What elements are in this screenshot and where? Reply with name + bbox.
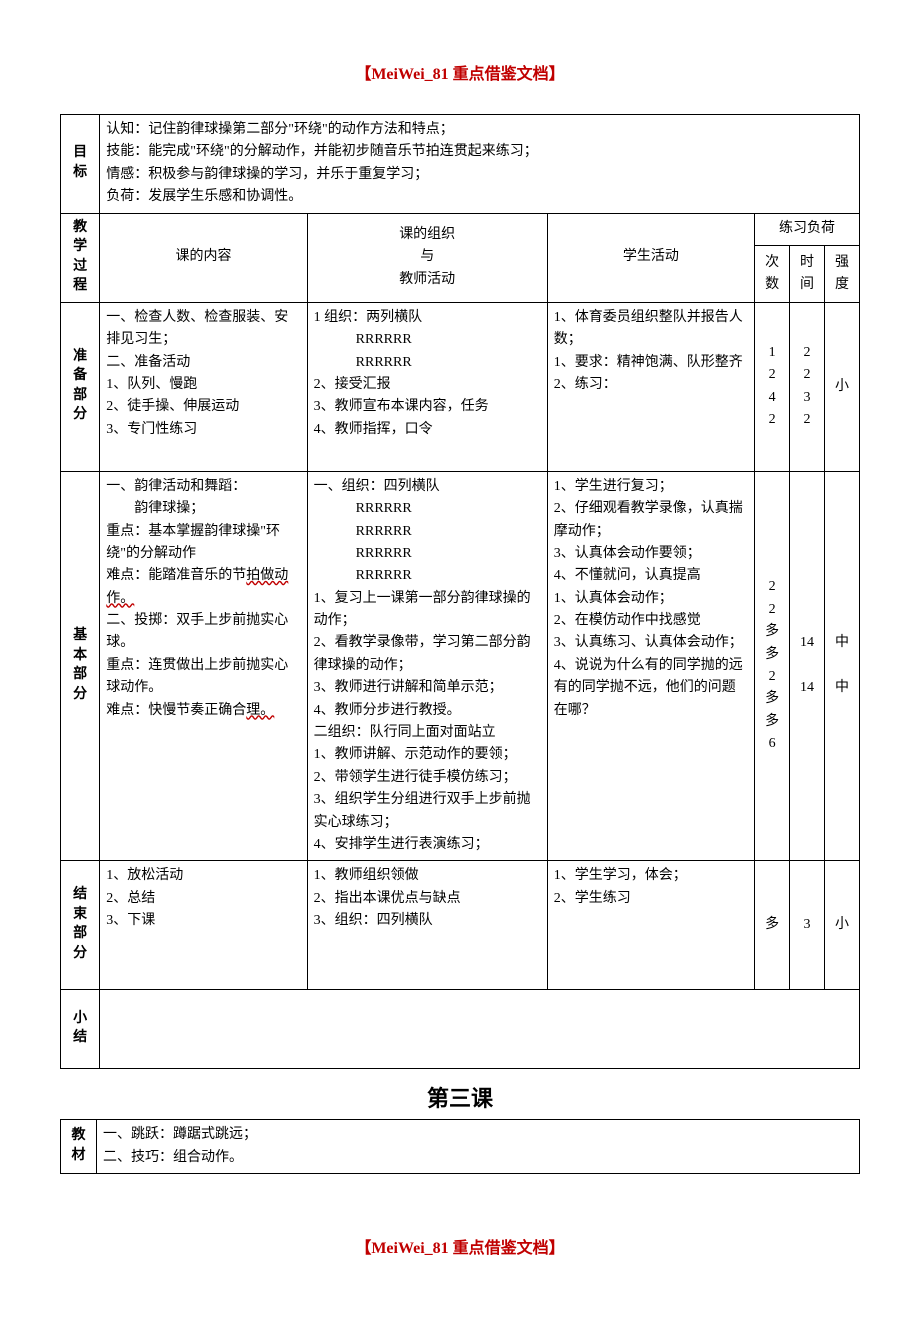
goals-row: 目标 认知：记住韵律球操第二部分"环绕"的动作方法和特点； 技能：能完成"环绕"… — [61, 115, 860, 214]
material-text: 一、跳跃：蹲踞式跳远； 二、技巧：组合动作。 — [97, 1120, 860, 1174]
summary-label: 小结 — [61, 990, 100, 1069]
col-times-header: 次数 — [755, 246, 790, 302]
end-org: 1、教师组织领做 2、指出本课优点与缺点 3、组织：四列横队 — [307, 861, 547, 990]
end-row: 结束部分 1、放松活动 2、总结 3、下课 1、教师组织领做 2、指出本课优点与… — [61, 861, 860, 990]
goals-text: 认知：记住韵律球操第二部分"环绕"的动作方法和特点； 技能：能完成"环绕"的分解… — [100, 115, 860, 214]
prep-content: 一、检查人数、检查服装、安排见习生； 二、准备活动 1、队列、慢跑 2、徒手操、… — [100, 302, 307, 471]
col-student-header: 学生活动 — [547, 213, 754, 302]
page-footer: 【MeiWei_81 重点借鉴文档】 — [60, 1234, 860, 1258]
basic-times: 2 2 多 多 2 多 多 6 — [755, 471, 790, 861]
lesson-plan-table: 目标 认知：记住韵律球操第二部分"环绕"的动作方法和特点； 技能：能完成"环绕"… — [60, 114, 860, 1069]
col-load-header: 练习负荷 — [755, 213, 860, 246]
basic-org: 一、组织：四列横队 RRRRRR RRRRRR RRRRRR RRRRRR 1、… — [307, 471, 547, 861]
prep-time: 2 2 3 2 — [790, 302, 825, 471]
material-label: 教材 — [61, 1120, 97, 1174]
summary-content — [100, 990, 860, 1069]
end-times: 多 — [755, 861, 790, 990]
col-content-header: 课的内容 — [100, 213, 307, 302]
basic-row: 基本部分 一、韵律活动和舞蹈： 韵律球操； 重点：基本掌握韵律球操"环绕"的分解… — [61, 471, 860, 861]
lesson3-title: 第三课 — [60, 1081, 860, 1113]
header-row-1: 教学过程 课的内容 课的组织 与 教师活动 学生活动 练习负荷 — [61, 213, 860, 246]
end-student: 1、学生学习，体会； 2、学生练习 — [547, 861, 754, 990]
end-label: 结束部分 — [61, 861, 100, 990]
summary-row: 小结 — [61, 990, 860, 1069]
col-org-header: 课的组织 与 教师活动 — [307, 213, 547, 302]
basic-label: 基本部分 — [61, 471, 100, 861]
process-label: 教学过程 — [61, 213, 100, 302]
end-content: 1、放松活动 2、总结 3、下课 — [100, 861, 307, 990]
basic-time: 14 14 — [790, 471, 825, 861]
col-intensity-header: 强度 — [824, 246, 859, 302]
page-header: 【MeiWei_81 重点借鉴文档】 — [60, 60, 860, 84]
end-time: 3 — [790, 861, 825, 990]
prep-intensity: 小 — [824, 302, 859, 471]
prep-org: 1 组织：两列横队 RRRRRR RRRRRR 2、接受汇报 3、教师宣布本课内… — [307, 302, 547, 471]
prep-times: 1 2 4 2 — [755, 302, 790, 471]
basic-content: 一、韵律活动和舞蹈： 韵律球操； 重点：基本掌握韵律球操"环绕"的分解动作 难点… — [100, 471, 307, 861]
prep-student: 1、体育委员组织整队并报告人数； 1、要求：精神饱满、队形整齐 2、练习： — [547, 302, 754, 471]
goals-label: 目标 — [61, 115, 100, 214]
basic-intensity: 中 中 — [824, 471, 859, 861]
lesson3-table: 教材 一、跳跃：蹲踞式跳远； 二、技巧：组合动作。 — [60, 1119, 860, 1174]
col-time-header: 时间 — [790, 246, 825, 302]
material-row: 教材 一、跳跃：蹲踞式跳远； 二、技巧：组合动作。 — [61, 1120, 860, 1174]
prep-label: 准备部分 — [61, 302, 100, 471]
prep-row: 准备部分 一、检查人数、检查服装、安排见习生； 二、准备活动 1、队列、慢跑 2… — [61, 302, 860, 471]
basic-student: 1、学生进行复习； 2、仔细观看教学录像，认真揣摩动作； 3、认真体会动作要领；… — [547, 471, 754, 861]
end-intensity: 小 — [824, 861, 859, 990]
